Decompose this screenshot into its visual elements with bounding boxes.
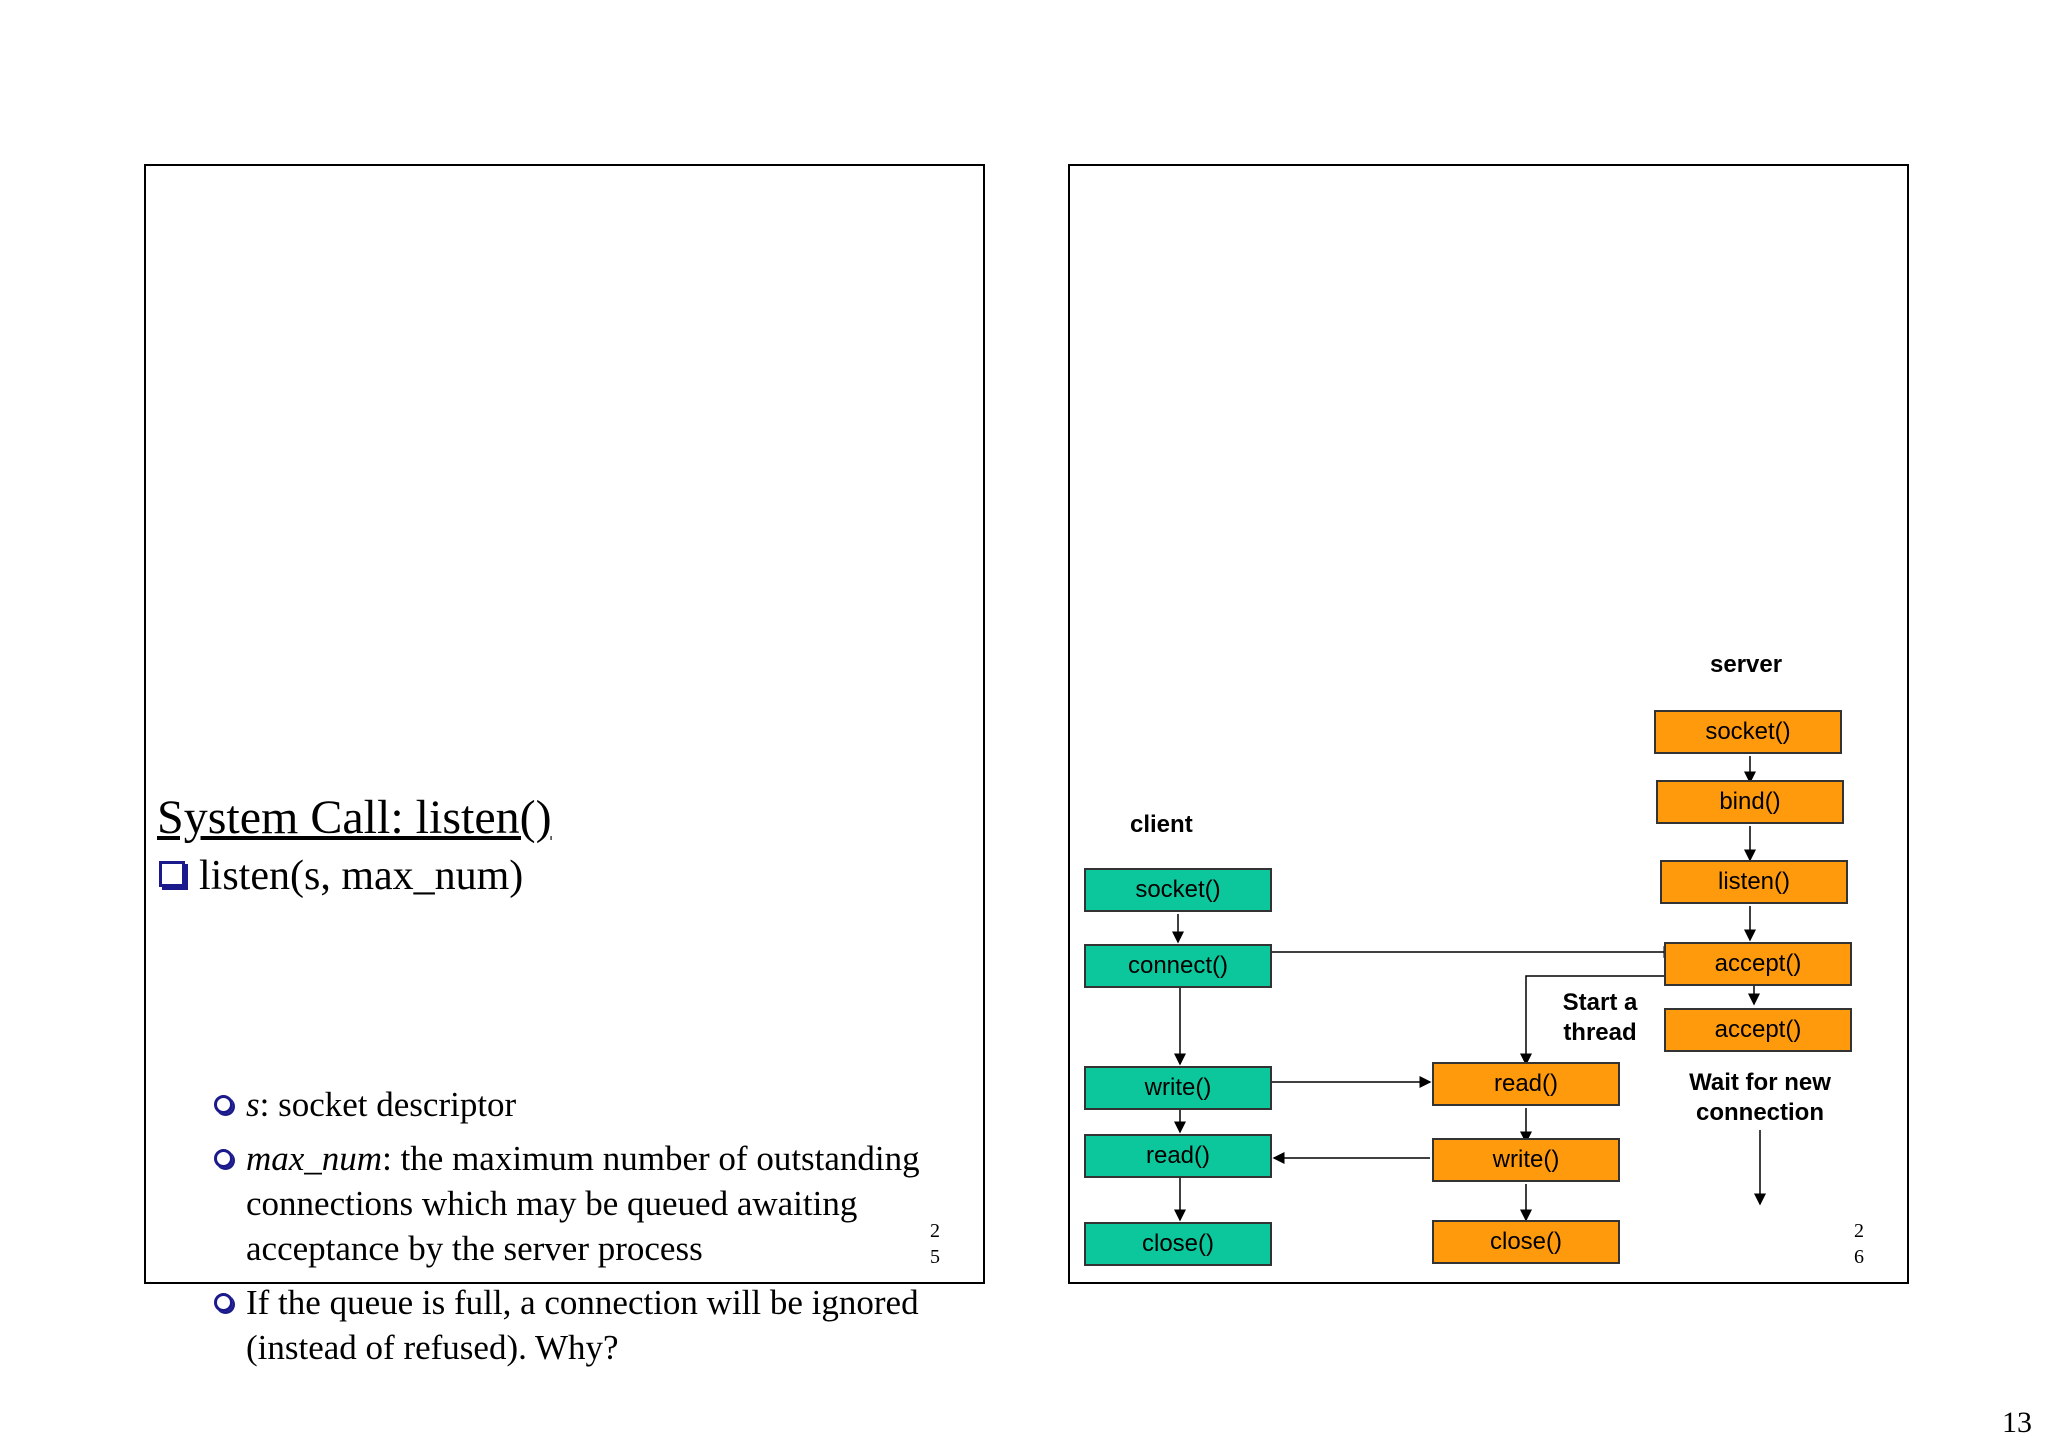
client-close-box: close() [1084, 1222, 1272, 1266]
server-socket-box: socket() [1654, 710, 1842, 754]
start-thread-label: Start a thread [1562, 989, 1638, 1046]
slide-listen: System Call: listen() listen(s, max_num)… [144, 164, 985, 1367]
circle-bullet-icon [214, 1293, 233, 1312]
subbullet-text: : the maximum number of outstanding conn… [246, 1139, 920, 1268]
client-label: client [1130, 811, 1193, 838]
server-accept-box: accept() [1664, 942, 1852, 986]
client-read-box: read() [1084, 1134, 1272, 1178]
client-connect-box: connect() [1084, 944, 1272, 988]
wait-new-connection-label: Wait for new connection [1689, 1069, 1831, 1126]
server-label: server [1710, 651, 1783, 678]
client-socket-box: socket() [1084, 868, 1272, 912]
arrow-start-thread [1520, 975, 1674, 1066]
slide-flow-diagram: client server Start a thread Wait for ne… [1068, 164, 1909, 1284]
server-accept-second-box: accept() [1664, 1008, 1852, 1052]
subbullet-queue-full: If the queue is full, a connection will … [214, 1280, 974, 1370]
slide-page-number: 2 6 [1854, 1220, 1864, 1268]
term-s: s [246, 1085, 260, 1124]
handout-page-number: 13 [2002, 1406, 2032, 1439]
circle-bullet-icon [214, 1095, 233, 1114]
server-bind-box: bind() [1656, 780, 1844, 824]
circle-bullet-icon [214, 1149, 233, 1168]
subbullet-s: s: socket descriptor [214, 1082, 974, 1127]
square-bullet-icon [159, 861, 185, 887]
slide-page-number: 2 5 [930, 1220, 940, 1268]
client-write-box: write() [1084, 1066, 1272, 1110]
bullet-listen-signature: listen(s, max_num) [159, 852, 523, 900]
term-max-num: max_num [246, 1139, 383, 1178]
thread-write-box: write() [1432, 1138, 1620, 1182]
thread-read-box: read() [1432, 1062, 1620, 1106]
subbullet-text: If the queue is full, a connection will … [246, 1283, 919, 1367]
subbullet-max-num: max_num: the maximum number of outstandi… [214, 1136, 974, 1271]
flow-arrows [1172, 756, 1766, 1222]
slide-title: System Call: listen() [157, 791, 552, 844]
server-listen-box: listen() [1660, 860, 1848, 904]
thread-close-box: close() [1432, 1220, 1620, 1264]
bullet-text: listen(s, max_num) [199, 853, 524, 899]
subbullet-text: : socket descriptor [259, 1085, 517, 1124]
